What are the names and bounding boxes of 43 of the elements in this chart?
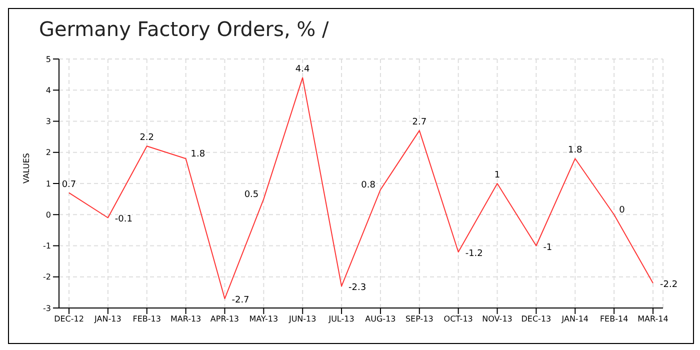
data-label: -1 — [543, 242, 552, 253]
x-tick-label: FEB-14 — [600, 314, 628, 324]
data-label: 0.8 — [361, 180, 376, 191]
y-tick-label: 3 — [46, 117, 51, 126]
x-tick-label: MAR-14 — [638, 314, 668, 324]
data-label: 0.7 — [62, 180, 76, 190]
y-axis-title: VALUES — [22, 153, 31, 184]
y-tick-label: 0 — [46, 210, 51, 220]
x-tick-label: JUN-13 — [288, 314, 316, 324]
y-tick-label: -1 — [43, 242, 51, 251]
data-label: 2.2 — [140, 133, 154, 144]
data-label: -2.2 — [660, 280, 678, 290]
x-tick-label: JUL-13 — [328, 314, 354, 324]
x-tick-label: JAN-13 — [94, 314, 122, 324]
x-tick-label: DEC-12 — [54, 314, 84, 324]
x-tick-label: NOV-13 — [482, 314, 512, 324]
x-tick-label: FEB-13 — [132, 314, 161, 324]
x-tick-label: AUG-13 — [365, 314, 396, 324]
data-label: 4.4 — [295, 64, 310, 75]
data-label: 1 — [494, 170, 500, 180]
data-label: -0.1 — [114, 214, 132, 225]
x-tick-label: MAR-13 — [170, 314, 202, 324]
data-label: 2.7 — [412, 118, 427, 128]
y-tick-label: -2 — [43, 272, 51, 282]
chart-title: Germany Factory Orders, % / — [39, 17, 329, 41]
y-tick-label: 2 — [46, 148, 51, 158]
x-tick-label: SEP-13 — [405, 314, 434, 324]
data-label: 0.5 — [244, 190, 259, 200]
y-tick-label: 1 — [46, 179, 51, 188]
x-tick-label: JAN-14 — [560, 314, 589, 324]
data-label: 1.8 — [190, 150, 206, 160]
data-label: 1.8 — [568, 146, 583, 156]
x-tick-label: APR-13 — [210, 314, 240, 324]
data-label: -2.3 — [348, 283, 366, 294]
data-label: 0 — [619, 206, 626, 216]
x-tick-label: OCT-13 — [444, 314, 473, 324]
data-label: -2.7 — [232, 296, 250, 306]
x-tick-label: DEC-13 — [521, 314, 552, 324]
data-label: -1.2 — [465, 248, 483, 259]
y-tick-label: 5 — [46, 54, 51, 64]
y-tick-label: -3 — [43, 304, 51, 313]
y-tick-label: 4 — [46, 86, 51, 95]
x-tick-label: MAY-13 — [249, 314, 278, 324]
